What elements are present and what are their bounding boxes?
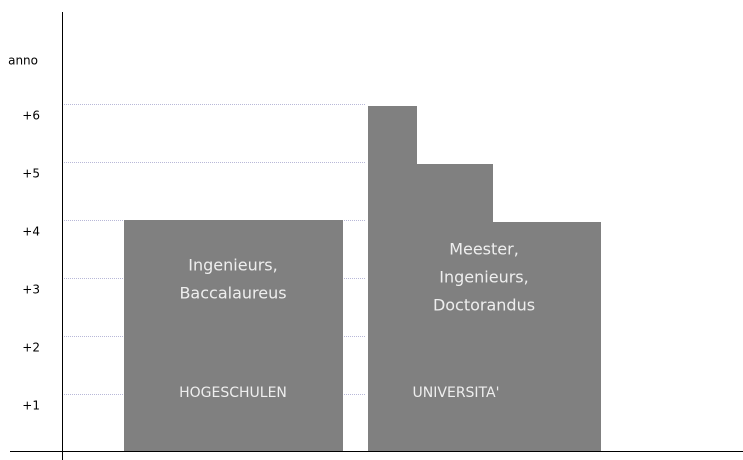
degree-label: Ingenieurs,	[188, 256, 277, 275]
degree-label: Doctorandus	[433, 296, 535, 315]
tick-label: +4	[22, 225, 40, 239]
tick-label: +1	[22, 399, 40, 413]
tick-label: +5	[22, 167, 40, 181]
block-name: HOGESCHULEN	[179, 385, 287, 401]
tick-label: +3	[22, 283, 40, 297]
degree-label: Meester,	[449, 240, 519, 259]
universita-block	[368, 106, 601, 451]
degree-label: Baccalaureus	[179, 284, 286, 303]
block-name: UNIVERSITA'	[413, 385, 500, 401]
tick-label: +2	[22, 341, 40, 355]
hogeschulen-block	[124, 220, 343, 451]
tick-label: +6	[22, 109, 40, 123]
axis-label: anno	[8, 54, 38, 68]
degree-label: Ingenieurs,	[439, 268, 528, 287]
